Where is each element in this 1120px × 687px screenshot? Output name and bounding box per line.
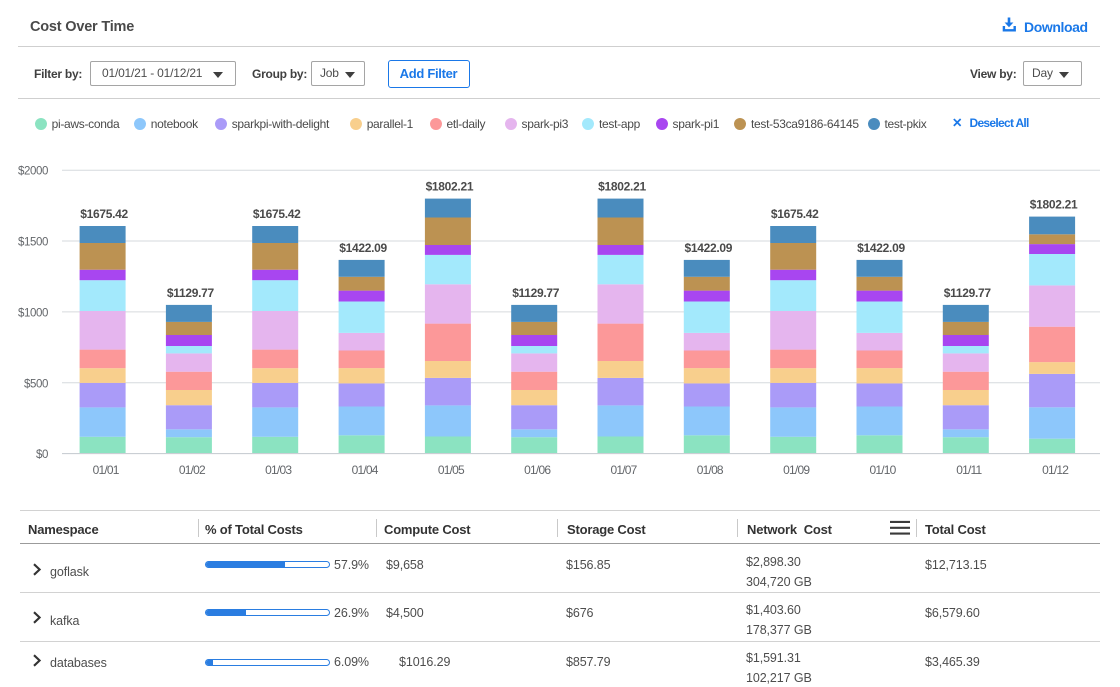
svg-text:01/09: 01/09 [783,463,810,477]
svg-text:$1675.42: $1675.42 [80,207,128,221]
svg-text:$0: $0 [36,449,48,461]
svg-text:$1500: $1500 [18,237,48,249]
svg-text:01/01: 01/01 [93,463,120,477]
svg-text:$1000: $1000 [18,307,48,319]
svg-text:$1675.42: $1675.42 [253,207,301,221]
svg-text:01/10: 01/10 [869,463,896,477]
svg-text:01/07: 01/07 [610,463,637,477]
svg-text:$1129.77: $1129.77 [944,286,992,300]
svg-text:$1129.77: $1129.77 [512,286,560,300]
svg-text:01/08: 01/08 [697,463,724,477]
svg-text:$1422.09: $1422.09 [857,241,905,255]
svg-text:$1422.09: $1422.09 [684,241,732,255]
svg-text:01/11: 01/11 [956,463,982,477]
svg-text:$1675.42: $1675.42 [771,207,819,221]
svg-text:01/06: 01/06 [524,463,551,477]
svg-text:$2000: $2000 [18,166,48,178]
svg-text:$1802.21: $1802.21 [1030,198,1078,212]
svg-text:01/03: 01/03 [265,463,292,477]
svg-text:$1802.21: $1802.21 [598,180,646,194]
svg-text:01/02: 01/02 [179,463,206,477]
svg-text:01/12: 01/12 [1042,463,1069,477]
svg-text:$1422.09: $1422.09 [339,241,387,255]
svg-text:$500: $500 [24,378,48,390]
svg-text:$1129.77: $1129.77 [167,286,215,300]
svg-text:01/05: 01/05 [438,463,465,477]
svg-text:01/04: 01/04 [352,463,379,477]
svg-text:$1802.21: $1802.21 [426,180,474,194]
